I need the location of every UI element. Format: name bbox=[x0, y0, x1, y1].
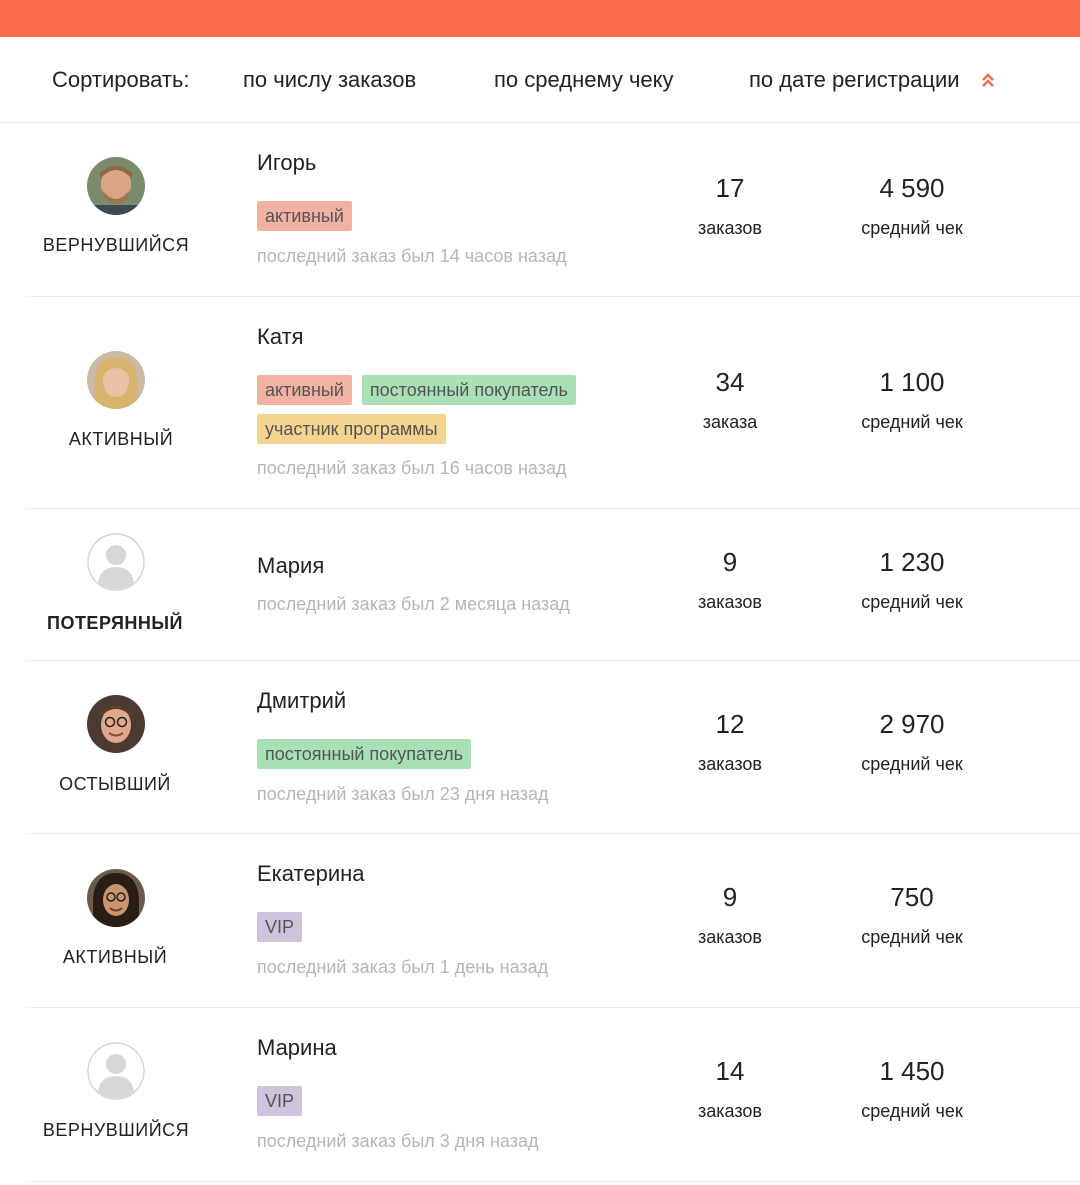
orders-count: 14 заказов bbox=[670, 1056, 790, 1122]
average-check: 4 590 средний чек bbox=[832, 173, 992, 239]
customer-status: активный bbox=[62, 947, 168, 967]
average-check-label: средний чек bbox=[861, 1101, 963, 1121]
tag-list: активный bbox=[257, 201, 657, 231]
sort-label: Сортировать: bbox=[52, 67, 190, 92]
customer-row[interactable]: потерянный Мария последний заказ был 2 м… bbox=[25, 509, 1080, 661]
customer-row[interactable]: вернувшийся Марина VIP последний заказ б… bbox=[25, 1008, 1080, 1182]
orders-label: заказов bbox=[698, 1101, 762, 1121]
orders-value: 34 bbox=[715, 367, 745, 397]
tag-vip: VIP bbox=[257, 912, 303, 942]
customer-status: остывший bbox=[59, 774, 171, 794]
orders-value: 14 bbox=[715, 1056, 745, 1086]
tag-list: VIP bbox=[257, 1086, 657, 1116]
orders-count: 12 заказов bbox=[670, 709, 790, 775]
average-check-label: средний чек bbox=[861, 927, 963, 947]
average-check-label: средний чек bbox=[861, 592, 963, 612]
average-check-value: 4 590 bbox=[879, 173, 945, 203]
average-check-label: средний чек bbox=[861, 218, 963, 238]
average-check-value: 750 bbox=[890, 882, 934, 912]
tag-active: активный bbox=[257, 375, 352, 405]
customer-name[interactable]: Катя bbox=[257, 324, 304, 349]
customer-status: вернувшийся bbox=[42, 235, 190, 255]
last-order-text: последний заказ был 2 месяца назад bbox=[257, 594, 570, 614]
customer-name[interactable]: Екатерина bbox=[257, 861, 365, 886]
average-check: 1 100 средний чек bbox=[832, 367, 992, 433]
tag-program-member: участник программы bbox=[257, 414, 446, 444]
orders-count: 17 заказов bbox=[670, 173, 790, 239]
tag-vip: VIP bbox=[257, 1086, 303, 1116]
tag-regular-customer: постоянный покупатель bbox=[361, 375, 576, 405]
average-check-value: 1 450 bbox=[879, 1056, 945, 1086]
placeholder-user-icon bbox=[87, 1042, 145, 1100]
average-check: 1 230 средний чек bbox=[832, 547, 992, 613]
customer-row[interactable]: остывший Дмитрий постоянный покупатель п… bbox=[25, 661, 1080, 834]
average-check-label: средний чек bbox=[861, 412, 963, 432]
average-check-label: средний чек bbox=[861, 754, 963, 774]
customer-row[interactable]: вернувшийся Игорь активный последний зак… bbox=[25, 123, 1080, 297]
orders-value: 17 bbox=[715, 173, 745, 203]
orders-count: 9 заказов bbox=[670, 882, 790, 948]
tag-active: активный bbox=[257, 201, 352, 231]
orders-value: 9 bbox=[722, 882, 738, 912]
sort-bar: Сортировать: по числу заказов по среднем… bbox=[0, 37, 1080, 123]
average-check: 750 средний чек bbox=[832, 882, 992, 948]
last-order-text: последний заказ был 16 часов назад bbox=[257, 458, 567, 478]
average-check-value: 1 100 bbox=[879, 367, 945, 397]
orders-count: 34 заказа bbox=[670, 367, 790, 433]
customer-avatar bbox=[87, 695, 145, 753]
top-accent-bar bbox=[0, 0, 1080, 37]
average-check-value: 2 970 bbox=[879, 709, 945, 739]
customer-row[interactable]: активный Екатерина VIP последний заказ б… bbox=[25, 834, 1080, 1008]
sort-ascending-icon[interactable] bbox=[980, 71, 996, 89]
customer-name[interactable]: Игорь bbox=[257, 150, 317, 175]
customer-name[interactable]: Марина bbox=[257, 1035, 337, 1060]
tag-regular-customer: постоянный покупатель bbox=[257, 739, 471, 769]
customer-name[interactable]: Мария bbox=[257, 553, 325, 578]
sort-by-orders-button[interactable]: по числу заказов bbox=[243, 67, 417, 92]
orders-label: заказов bbox=[698, 754, 762, 774]
last-order-text: последний заказ был 23 дня назад bbox=[257, 784, 549, 804]
orders-count: 9 заказов bbox=[670, 547, 790, 613]
sort-by-date-button[interactable]: по дате регистрации bbox=[749, 67, 960, 92]
tag-list: VIP bbox=[257, 912, 657, 942]
last-order-text: последний заказ был 3 дня назад bbox=[257, 1131, 539, 1151]
orders-label: заказов bbox=[698, 927, 762, 947]
average-check: 2 970 средний чек bbox=[832, 709, 992, 775]
customer-status: потерянный bbox=[47, 613, 183, 633]
orders-label: заказов bbox=[698, 592, 762, 612]
customer-name[interactable]: Дмитрий bbox=[257, 688, 347, 713]
customer-status: вернувшийся bbox=[42, 1120, 190, 1140]
customer-status: активный bbox=[68, 429, 174, 449]
sort-by-check-button[interactable]: по среднему чеку bbox=[494, 67, 674, 92]
orders-value: 12 bbox=[715, 709, 745, 739]
customer-avatar bbox=[87, 869, 145, 927]
placeholder-user-icon bbox=[87, 533, 145, 591]
customer-avatar bbox=[87, 157, 145, 215]
last-order-text: последний заказ был 1 день назад bbox=[257, 957, 549, 977]
customer-avatar bbox=[87, 351, 145, 409]
last-order-text: последний заказ был 14 часов назад bbox=[257, 246, 567, 266]
tag-list: активный постоянный покупатель участник … bbox=[257, 375, 657, 444]
orders-label: заказа bbox=[702, 412, 758, 432]
average-check-value: 1 230 bbox=[879, 547, 945, 577]
average-check: 1 450 средний чек bbox=[832, 1056, 992, 1122]
customer-row[interactable]: активный Катя активный постоянный покупа… bbox=[25, 297, 1080, 509]
orders-label: заказов bbox=[698, 218, 762, 238]
tag-list: постоянный покупатель bbox=[257, 739, 657, 769]
orders-value: 9 bbox=[722, 547, 738, 577]
